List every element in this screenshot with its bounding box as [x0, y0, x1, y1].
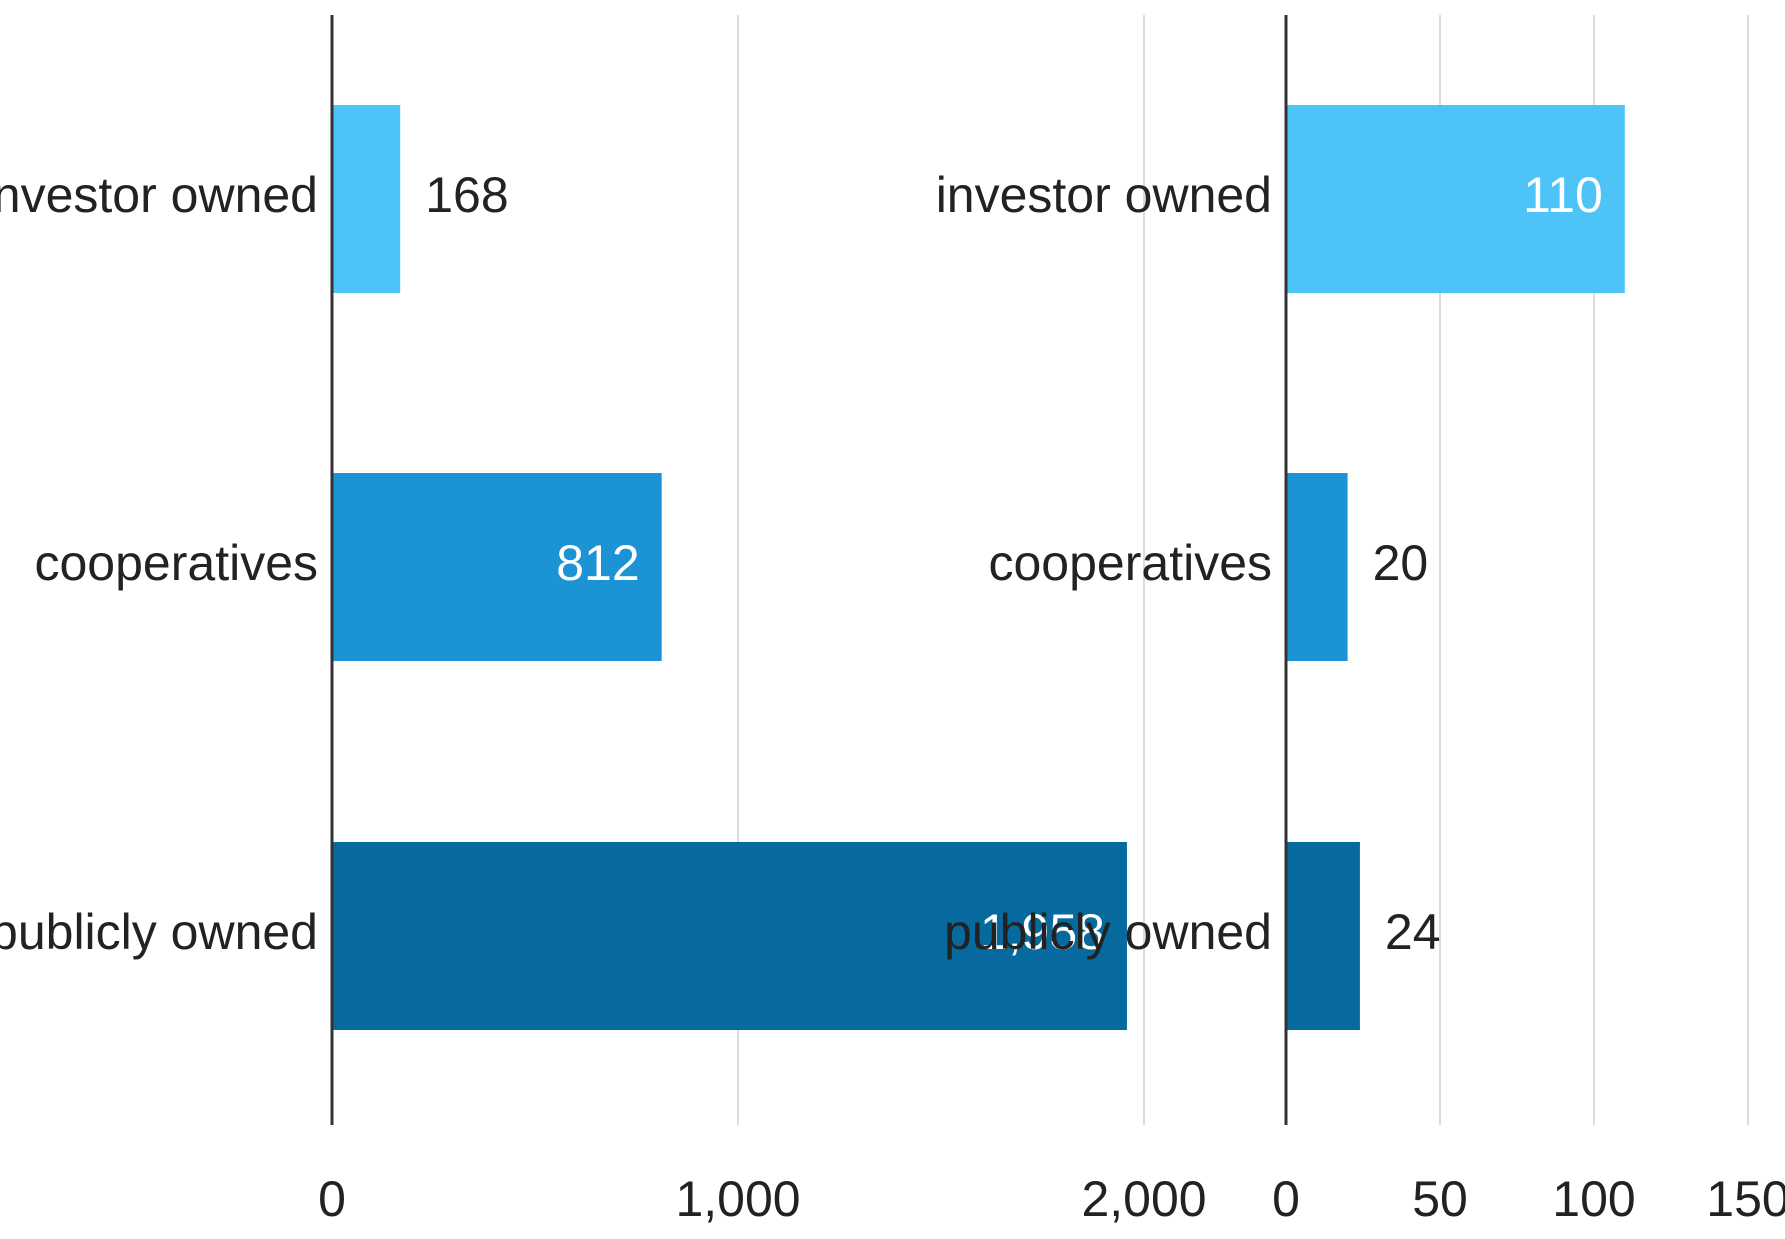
category-label-1-0: investor owned — [936, 167, 1272, 223]
bar-1-2 — [1286, 842, 1360, 1030]
tick-label-0-2: 2,000 — [1081, 1171, 1206, 1227]
tick-label-1-1: 50 — [1412, 1171, 1468, 1227]
tick-label-0-0: 0 — [318, 1171, 346, 1227]
bar-0-2 — [332, 842, 1127, 1030]
category-label-0-0: investor owned — [0, 167, 318, 223]
category-label-0-2: publicly owned — [0, 904, 318, 960]
data-label-1-0: 110 — [1523, 167, 1603, 223]
tick-label-1-0: 0 — [1272, 1171, 1300, 1227]
category-label-0-1: cooperatives — [35, 535, 319, 591]
bar-1-0 — [1286, 105, 1625, 293]
data-label-0-0: 168 — [425, 167, 508, 223]
data-label-1-2: 24 — [1385, 904, 1441, 960]
tick-label-1-2: 100 — [1552, 1171, 1635, 1227]
bar-1-1 — [1286, 473, 1348, 661]
bar-0-0 — [332, 105, 401, 293]
category-label-1-2: publicly owned — [944, 904, 1272, 960]
data-label-1-1: 20 — [1373, 535, 1429, 591]
category-label-1-1: cooperatives — [989, 535, 1273, 591]
bar-0-1 — [332, 473, 662, 661]
tick-label-0-1: 1,000 — [675, 1171, 800, 1227]
data-label-0-2: 1,958 — [980, 904, 1105, 960]
tick-label-1-3: 150 — [1706, 1171, 1785, 1227]
data-label-0-1: 812 — [556, 535, 639, 591]
